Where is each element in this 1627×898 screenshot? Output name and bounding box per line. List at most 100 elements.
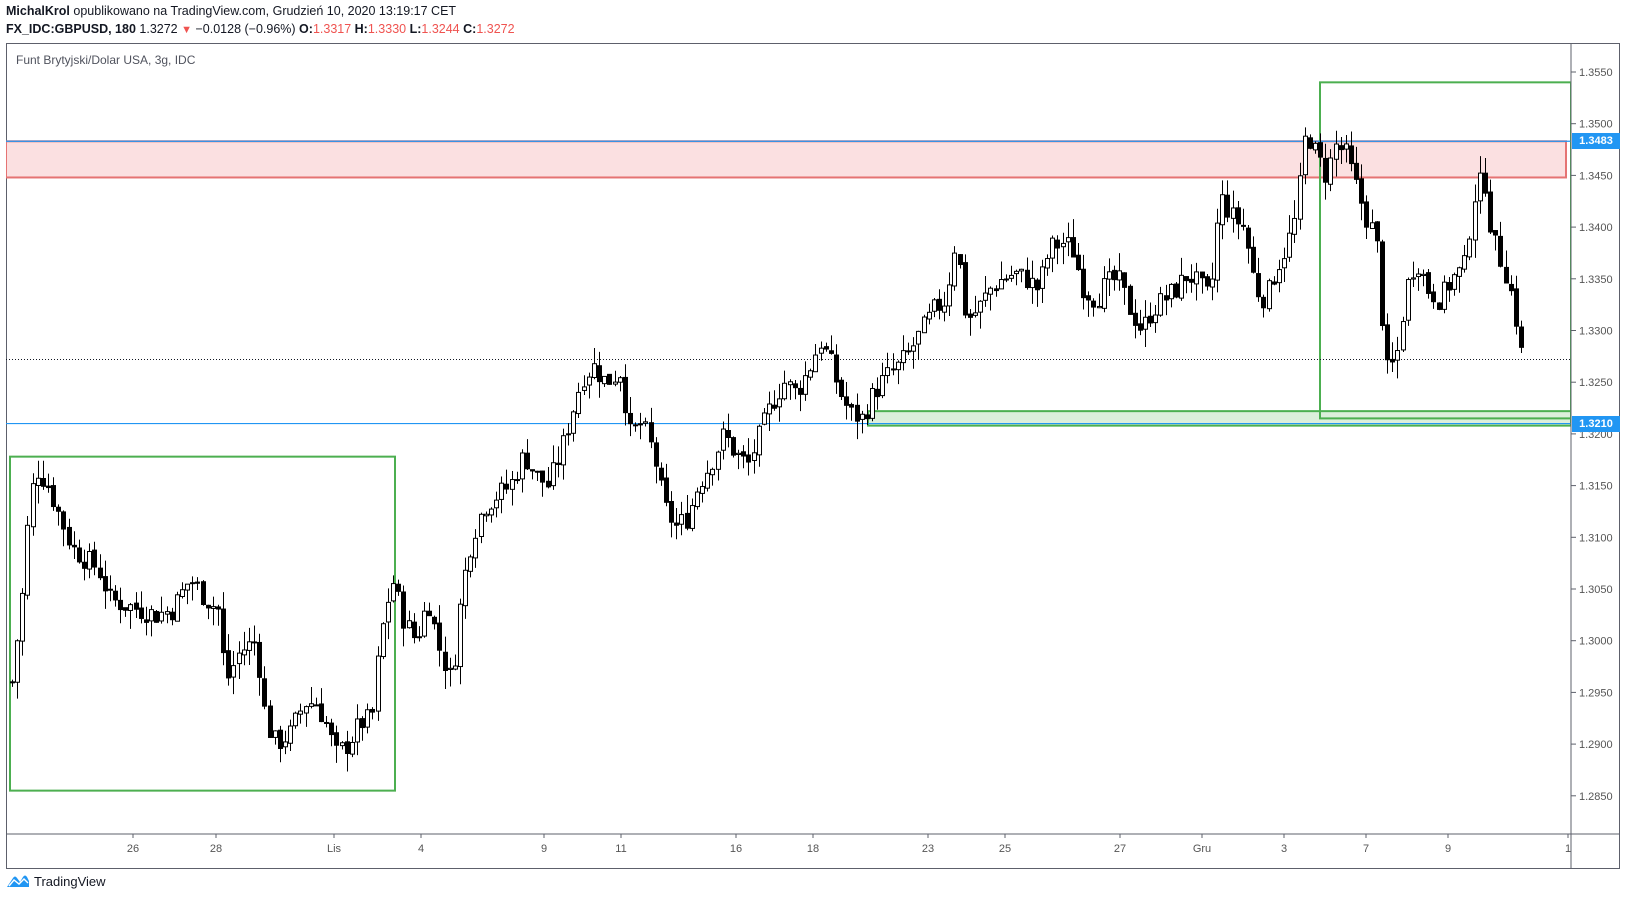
tradingview-logo-icon [7,875,29,887]
candle [705,472,710,489]
candle [453,665,458,670]
candle [1019,268,1024,272]
candle [1282,258,1287,269]
candle [1045,258,1050,269]
candle [1514,288,1519,327]
candle [932,299,937,312]
candle [674,522,679,526]
candle [1081,268,1086,299]
candle [510,479,515,490]
candle [669,500,674,523]
candle [201,581,206,605]
last-price: 1.3272 [139,22,178,36]
candle [195,581,200,584]
candle [473,537,478,559]
symbol-label: FX_IDC:GBPUSD, 180 [6,22,136,36]
candle [813,354,818,373]
candle [92,549,97,568]
candle [118,599,123,611]
candle [1097,305,1102,309]
candle [185,583,190,591]
candle [123,607,128,611]
tradingview-footer[interactable]: TradingView [6,870,106,892]
price-tick-label: 1.3100 [1579,532,1613,544]
candle [1009,274,1014,279]
candle [849,404,854,408]
candle [1519,326,1524,348]
candle [314,704,319,707]
candle [999,279,1004,290]
candle [1488,191,1493,233]
candle [1061,242,1066,248]
candle [262,678,267,707]
time-tick-label: 28 [210,843,222,855]
candle [139,607,144,619]
candle [489,508,494,516]
candle [41,477,46,487]
candle [128,604,133,611]
candle [221,608,226,654]
close-label: C: [463,22,477,36]
candle [1498,235,1503,267]
candle [777,398,782,408]
candle [1050,237,1055,259]
candle [180,589,185,598]
candle [1194,271,1199,285]
candle [1334,143,1339,160]
candle [520,452,525,480]
candle [211,606,216,609]
price-tick-label: 1.3400 [1579,222,1613,234]
open-value: 1.3317 [312,22,352,36]
candle [1189,278,1194,283]
price-tick-label: 1.3500 [1579,119,1613,131]
candle [206,604,211,609]
candle [1380,241,1385,327]
chart-frame[interactable] [6,43,1620,869]
candle [628,412,633,425]
candle [602,375,607,385]
candle [422,610,427,637]
pane-title: Funt Brytyjski/Dolar USA, 3g, IDC [16,53,196,67]
candle [479,513,484,538]
candle [1401,321,1406,351]
candle [365,709,370,728]
candle [870,387,875,419]
candle [834,354,839,383]
candle [772,404,777,409]
candle [190,582,195,585]
candle [618,377,623,383]
candle [623,376,628,414]
candle [360,718,365,729]
candle [278,729,283,749]
candle [885,367,890,377]
price-tick-label: 1.3050 [1579,584,1613,596]
candle [576,391,581,415]
candle [345,741,350,755]
candle [695,491,700,508]
candle [407,620,412,629]
candle [958,254,963,266]
candle [679,514,684,525]
candle [587,376,592,386]
candle [1246,227,1251,249]
candle [819,347,824,354]
candle [396,583,401,592]
candle [911,345,916,352]
candle [1375,221,1380,242]
candle [1236,207,1241,225]
candle [1457,267,1462,277]
price-tick-label: 1.2950 [1579,687,1613,699]
candle [762,412,767,425]
candle [350,741,355,755]
candle [1313,142,1318,151]
candle [546,480,551,488]
candle [1364,201,1369,228]
candle [1055,239,1060,249]
candle [108,588,113,591]
candle [1066,237,1071,243]
candle [963,262,968,316]
candle [922,316,927,334]
author-name[interactable]: MichalKrol [6,4,70,18]
candle [463,569,468,607]
